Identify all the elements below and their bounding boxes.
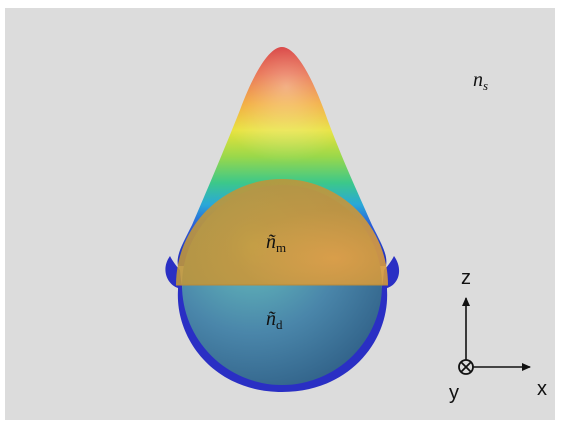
metal-label: ñm bbox=[266, 231, 287, 255]
y-axis-label: y bbox=[449, 382, 459, 404]
substrate-label: ns bbox=[473, 69, 489, 93]
metal-cap bbox=[176, 179, 388, 285]
x-axis-label: x bbox=[537, 378, 547, 400]
z-axis-label: z bbox=[461, 267, 471, 289]
substrate-label-sub: s bbox=[483, 78, 489, 93]
dielectric-label: ñd bbox=[266, 308, 283, 332]
substrate-label-main: n bbox=[473, 69, 483, 91]
y-axis-into-page-icon bbox=[458, 359, 474, 375]
dielectric-label-sub: d bbox=[276, 317, 283, 332]
metal-label-main: ñ bbox=[266, 231, 276, 253]
metal-label-sub: m bbox=[276, 240, 287, 255]
dielectric-label-main: ñ bbox=[266, 308, 276, 330]
